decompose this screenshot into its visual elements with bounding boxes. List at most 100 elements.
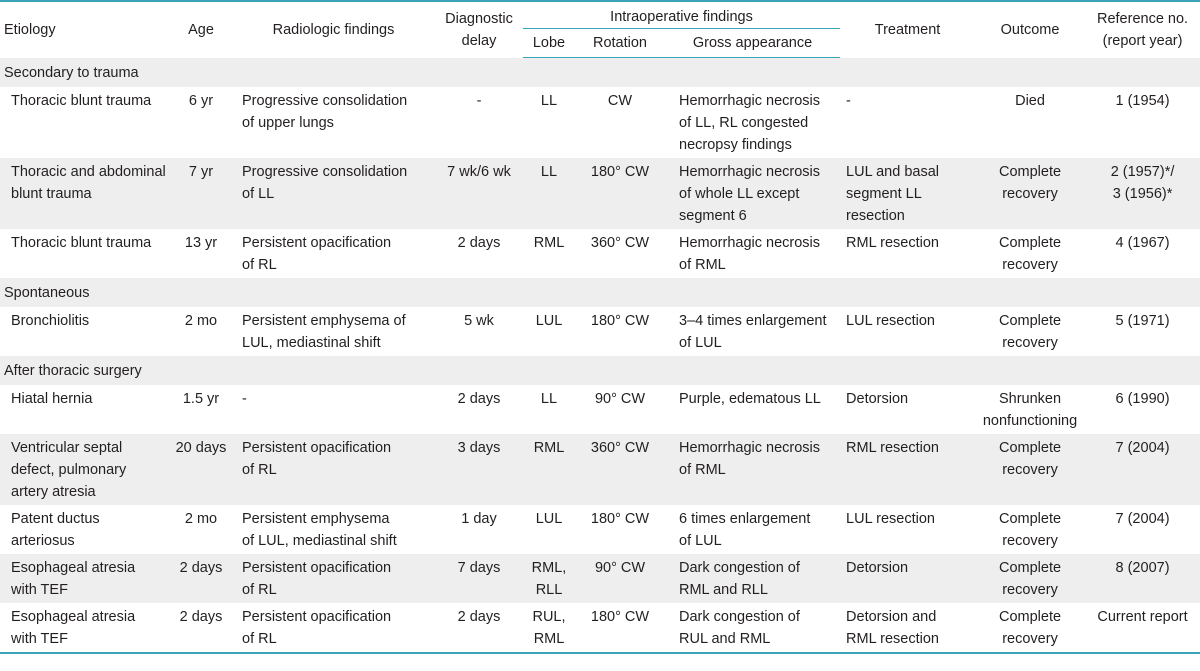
cell-treatment: LUL resection — [840, 505, 975, 554]
cell-lobe: RUL, RML — [523, 603, 575, 654]
cell-lobe: RML — [523, 229, 575, 278]
cell-reference-line: 1 (1954) — [1115, 93, 1170, 109]
cell-reference-line: Current report — [1097, 609, 1188, 625]
cell-outcome: Complete recovery — [975, 307, 1085, 356]
cell-etiology-line: Thoracic blunt trauma — [11, 235, 152, 251]
cell-outcome-line: Died — [1015, 93, 1045, 109]
etiology-table: Etiology Age Radiologic findings Diagnos… — [0, 1, 1200, 654]
section-title: After thoracic surgery — [0, 356, 1200, 385]
cell-rotation: 90° CW — [594, 391, 646, 407]
cell-gross-line: Hemorrhagic necrosis — [679, 93, 821, 109]
cell-radiologic-line: Progressive consolidation — [242, 164, 408, 180]
cell-lobe-line: RML, — [531, 560, 567, 576]
header-lobe: Lobe — [523, 28, 575, 58]
cell-radiologic-line: Persistent opacification — [242, 560, 392, 576]
table-header: Etiology Age Radiologic findings Diagnos… — [0, 1, 1200, 58]
cell-gross: Hemorrhagic necrosis of RML — [665, 229, 840, 278]
cell-etiology-line: Esophageal atresia — [11, 609, 136, 625]
section-title: Spontaneous — [0, 278, 1200, 307]
cell-outcome: Complete recovery — [975, 505, 1085, 554]
cell-etiology-line: blunt trauma — [11, 186, 92, 202]
cell-treatment: Detorsion — [840, 554, 976, 603]
cell-rotation: 180° CW — [590, 511, 650, 527]
cell-gross: Hemorrhagic necrosis of RML — [665, 434, 841, 505]
cell-lobe: RML, RLL — [523, 554, 575, 603]
cell-age: 20 days — [170, 434, 232, 505]
cell-reference: 2 (1957)*/ 3 (1956)* — [1085, 158, 1200, 229]
cell-delay: 7 wk/6 wk — [435, 158, 523, 229]
cell-gross-line: of RML — [679, 462, 726, 478]
cell-reference: 5 (1971) — [1085, 307, 1200, 356]
cell-outcome-line: Complete — [999, 440, 1062, 456]
cell-etiology-line: Esophageal atresia — [11, 560, 136, 576]
header-diagnostic-delay-line2: delay — [461, 32, 497, 49]
header-intraoperative: Intraoperative findings — [523, 1, 841, 29]
cell-etiology: Hiatal hernia — [0, 385, 170, 434]
table-body: Secondary to trauma Thoracic blunt trauma… — [0, 57, 1200, 654]
cell-reference: Current report — [1085, 603, 1200, 654]
cell-reference-line: 7 (2004) — [1115, 511, 1170, 527]
cell-etiology-line: defect, pulmonary — [11, 462, 127, 478]
cell-radiologic: Persistent opacification of RL — [232, 554, 435, 603]
cell-delay: 7 days — [435, 554, 523, 603]
cell-treatment-line: LUL resection — [846, 313, 935, 329]
cell-gross-line: necropsy findings — [679, 137, 792, 153]
cell-etiology: Thoracic and abdominal blunt trauma — [0, 158, 170, 229]
cell-delay: 5 wk — [464, 313, 494, 329]
header-diagnostic-delay-line1: Diagnostic — [445, 10, 513, 27]
cell-rotation: 180° CW — [590, 313, 650, 329]
cell-etiology: Thoracic blunt trauma — [0, 87, 170, 158]
cell-lobe: RML — [523, 434, 575, 505]
cell-treatment: - — [840, 87, 975, 158]
cell-outcome-line: Complete — [999, 164, 1062, 180]
header-outcome: Outcome — [1000, 21, 1060, 38]
cell-radiologic-line: of RL — [242, 462, 277, 478]
cell-gross-line: RUL and RML — [679, 631, 771, 647]
cell-radiologic: Progressive consolidation of LL — [232, 158, 435, 229]
cell-radiologic-line: Persistent opacification — [242, 235, 392, 251]
cell-lobe-line: LUL — [535, 313, 563, 329]
header-diagnostic-delay: Diagnostic delay — [435, 1, 523, 58]
cell-etiology-line: with TEF — [11, 631, 68, 647]
cell-etiology: Bronchiolitis — [0, 307, 170, 356]
cell-treatment: RML resection — [840, 229, 975, 278]
cell-reference-line: 7 (2004) — [1115, 440, 1170, 456]
cell-outcome: Complete recovery — [975, 229, 1085, 278]
cell-radiologic: Persistent opacification of RL — [232, 434, 435, 505]
cell-age: 2 mo — [184, 511, 218, 527]
cell-rotation: 180° CW — [575, 158, 665, 229]
cell-gross-line: Hemorrhagic necrosis — [679, 440, 821, 456]
cell-lobe: LL — [523, 87, 575, 158]
cell-etiology: Esophageal atresia with TEF — [0, 603, 170, 654]
section-title: Secondary to trauma — [0, 57, 1200, 87]
cell-radiologic: Persistent emphysema of LUL, mediastinal … — [232, 307, 435, 356]
cell-rotation: 180° CW — [575, 603, 665, 654]
cell-etiology-line: Thoracic and abdominal — [11, 164, 166, 180]
cell-outcome-line: Complete — [999, 235, 1062, 251]
cell-treatment: LUL resection — [840, 307, 975, 356]
cell-gross-line: Hemorrhagic necrosis — [679, 235, 821, 251]
cell-delay: 2 days — [457, 391, 501, 407]
cell-outcome-line: Complete — [999, 313, 1062, 329]
cell-reference-line: 6 (1990) — [1115, 391, 1170, 407]
cell-outcome: Complete recovery — [975, 158, 1086, 229]
cell-radiologic: Persistent emphysema of LUL, mediastinal … — [232, 505, 435, 554]
cell-reference-line: 2 (1957)*/ — [1110, 164, 1175, 180]
cell-rotation: 360° CW — [575, 434, 665, 505]
cell-lobe: LUL — [523, 505, 575, 554]
header-age: Age — [188, 21, 214, 38]
cell-reference: 1 (1954) — [1085, 87, 1200, 158]
cell-outcome-line: recovery — [1002, 631, 1058, 647]
cell-gross-line: of RML — [679, 257, 726, 273]
cell-etiology: Ventricular septal defect, pulmonary arter… — [0, 434, 170, 505]
cell-lobe-line: RLL — [535, 582, 563, 598]
cell-treatment-line: Detorsion — [846, 391, 909, 407]
cell-treatment-line: LUL and basal — [846, 164, 940, 180]
cell-radiologic-line: - — [242, 391, 247, 407]
cell-age: 2 days — [170, 603, 232, 654]
cell-reference: 6 (1990) — [1085, 385, 1200, 434]
cell-treatment: RML resection — [840, 434, 976, 505]
cell-gross-line: Dark congestion of — [679, 609, 800, 625]
section-row: Spontaneous — [0, 278, 1200, 307]
header-treatment: Treatment — [874, 21, 941, 38]
